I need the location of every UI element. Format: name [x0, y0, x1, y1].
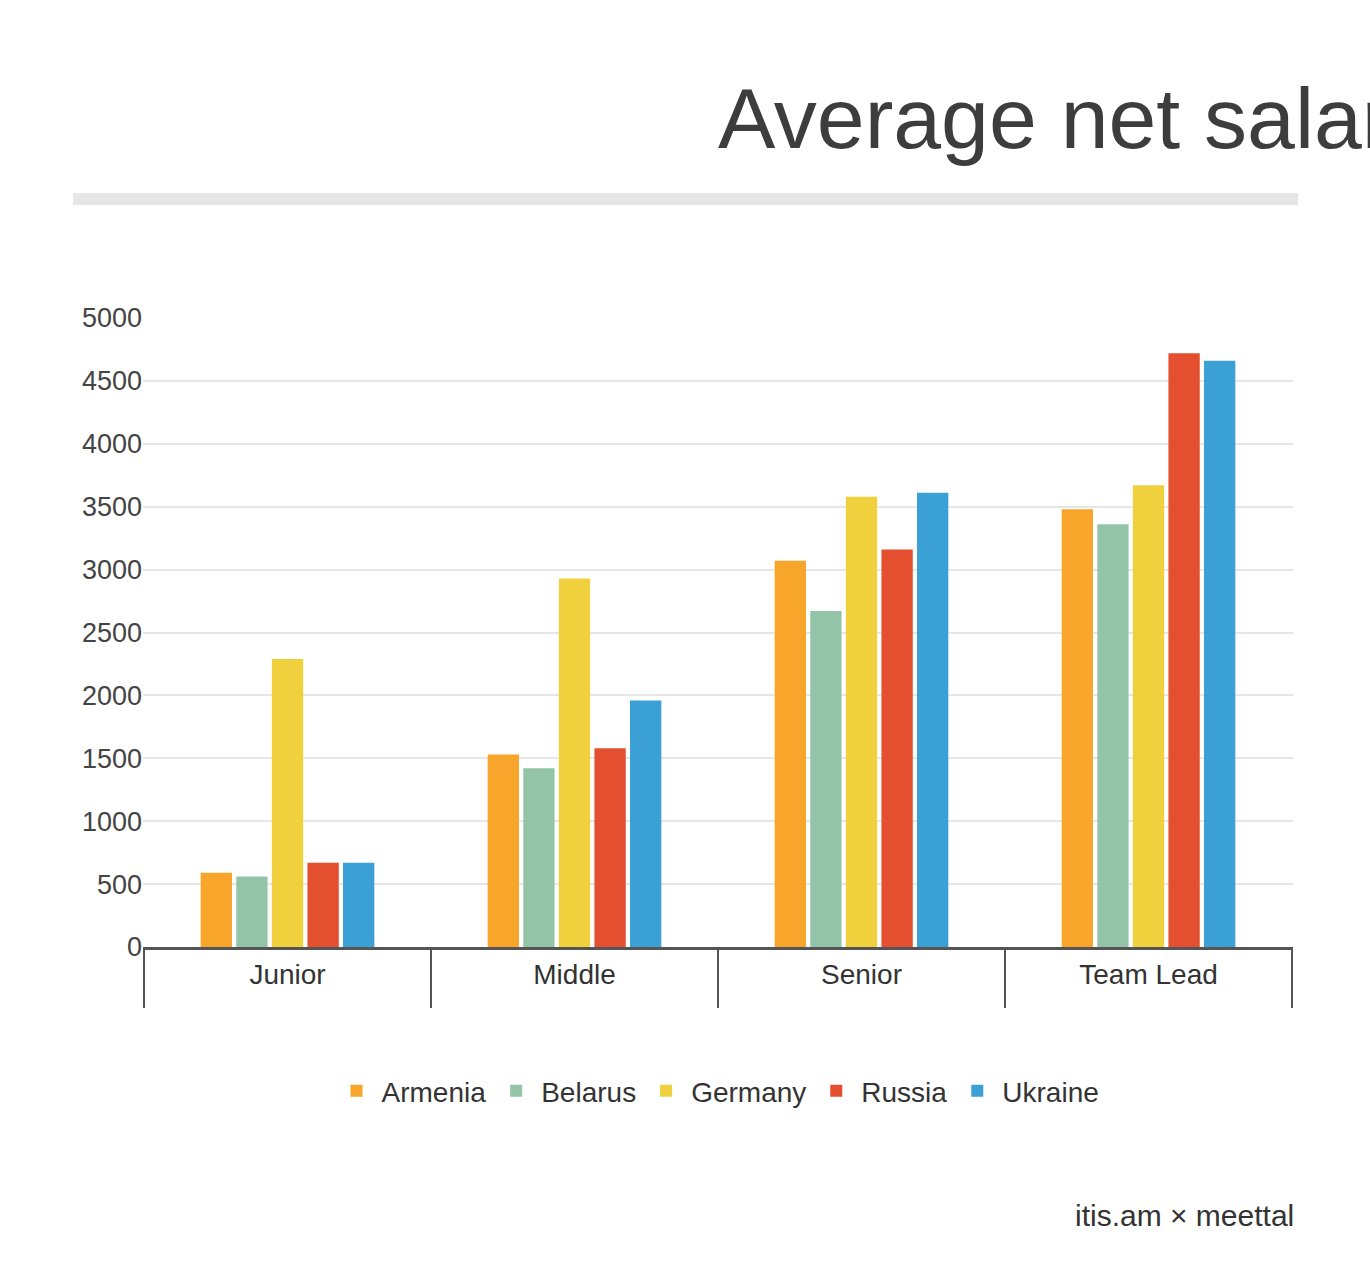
svg-text:Germany: Germany [691, 1077, 806, 1108]
svg-text:Senior: Senior [821, 959, 902, 990]
svg-text:4000: 4000 [82, 429, 142, 459]
svg-text:Middle: Middle [533, 959, 615, 990]
svg-text:0: 0 [127, 932, 142, 962]
svg-text:1000: 1000 [82, 807, 142, 837]
svg-text:2500: 2500 [82, 618, 142, 648]
svg-text:5000: 5000 [82, 303, 142, 333]
svg-text:3000: 3000 [82, 555, 142, 585]
svg-text:itis.am × meettal: itis.am × meettal [1075, 1199, 1294, 1232]
svg-text:3500: 3500 [82, 492, 142, 522]
svg-text:Belarus: Belarus [541, 1077, 636, 1108]
svg-text:500: 500 [97, 870, 142, 900]
svg-text:1500: 1500 [82, 744, 142, 774]
svg-text:Russia: Russia [861, 1077, 947, 1108]
svg-text:Junior: Junior [249, 959, 325, 990]
svg-text:Average net salaries: Average net salaries [718, 70, 1370, 166]
svg-text:Team Lead: Team Lead [1079, 959, 1218, 990]
svg-text:4500: 4500 [82, 366, 142, 396]
svg-text:Ukraine: Ukraine [1002, 1077, 1098, 1108]
svg-text:Armenia: Armenia [382, 1077, 487, 1108]
svg-text:2000: 2000 [82, 681, 142, 711]
